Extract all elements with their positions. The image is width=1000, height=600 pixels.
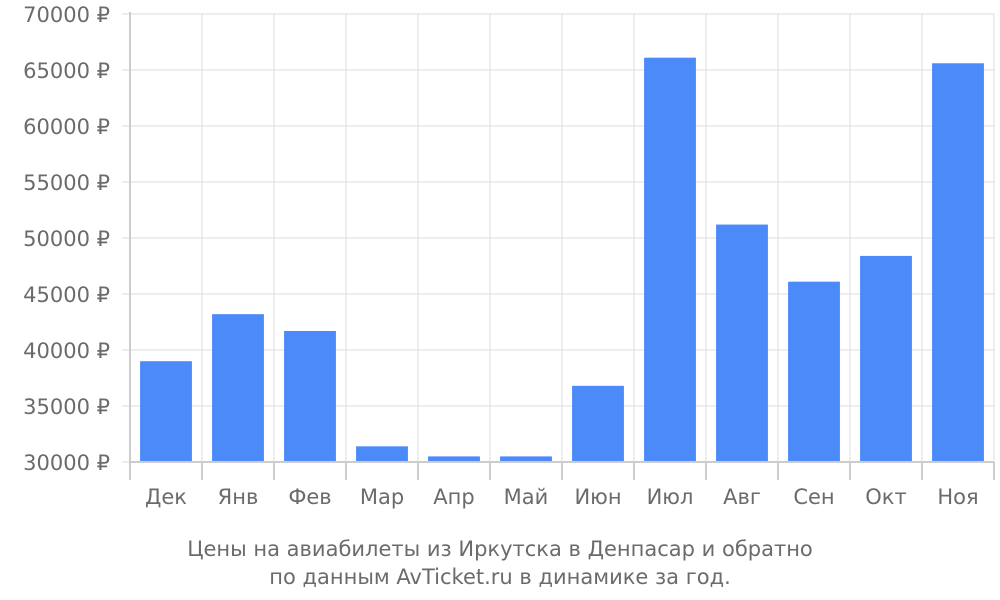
y-tick-label: 65000 ₽ (23, 59, 110, 83)
x-tick-label: Апр (433, 485, 474, 509)
bar-9 (716, 224, 768, 462)
bar-11 (860, 255, 912, 462)
x-tick-label: Июл (647, 485, 694, 509)
bar-5 (428, 456, 480, 462)
x-tick-label: Июн (574, 485, 621, 509)
y-tick-label: 35000 ₽ (23, 395, 110, 419)
x-tick-label: Ноя (937, 485, 978, 509)
y-tick-label: 55000 ₽ (23, 171, 110, 195)
chart-caption-line-2: по данным AvTicket.ru в динамике за год. (269, 565, 731, 589)
y-tick-label: 45000 ₽ (23, 283, 110, 307)
x-tick-label: Авг (723, 485, 761, 509)
bar-6 (500, 456, 552, 462)
bar-10 (788, 281, 840, 462)
x-tick-label: Окт (865, 485, 906, 509)
bars-layer (140, 57, 984, 463)
bar-4 (356, 446, 408, 462)
y-axis-labels: 30000 ₽ 35000 ₽ 40000 ₽ 45000 ₽ 50000 ₽ 55000… (23, 3, 110, 475)
y-tick-label: 50000 ₽ (23, 227, 110, 251)
bar-2 (212, 314, 264, 462)
grid-layer (122, 13, 995, 463)
axis-layer (129, 12, 995, 480)
x-tick-label: Фев (288, 485, 331, 509)
x-tick-label: Мар (360, 485, 404, 509)
x-axis-labels: Дек Янв Фев Мар Апр Май Июн Июл Авг Сен Окт Ноя (145, 485, 979, 509)
bar-8 (644, 57, 696, 463)
x-tick-label: Сен (793, 485, 834, 509)
x-tick-label: Дек (145, 485, 187, 509)
y-tick-label: 60000 ₽ (23, 115, 110, 139)
y-tick-label: 30000 ₽ (23, 451, 110, 475)
chart-caption-line-1: Цены на авиабилеты из Иркутска в Денпаса… (187, 537, 813, 561)
y-tick-label: 40000 ₽ (23, 339, 110, 363)
bar-7 (572, 385, 624, 462)
y-tick-label: 70000 ₽ (23, 3, 110, 27)
bar-3 (284, 330, 336, 462)
x-tick-label: Май (504, 485, 549, 509)
bar-1 (140, 361, 192, 462)
bar-12 (932, 63, 984, 462)
x-tick-label: Янв (218, 485, 259, 509)
